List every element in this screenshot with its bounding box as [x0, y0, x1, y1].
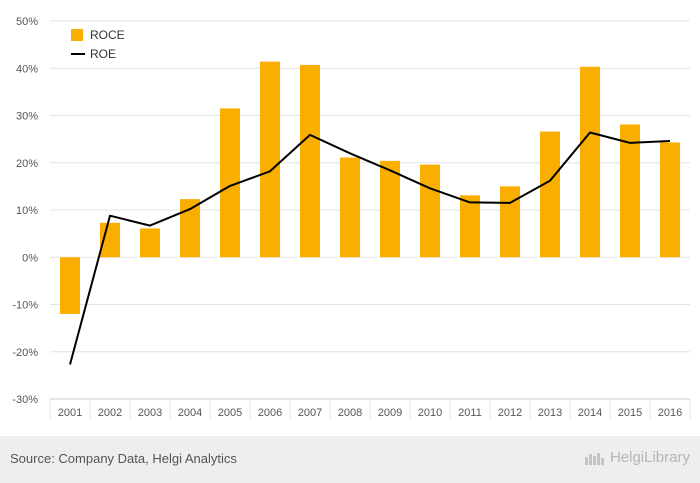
footer: Source: Company Data, Helgi Analytics He…: [0, 436, 700, 483]
x-tick-label: 2008: [338, 407, 362, 419]
bar-roce: [540, 131, 560, 258]
x-tick-label: 2004: [178, 407, 202, 419]
x-tick-label: 2006: [258, 407, 282, 419]
x-tick-label: 2016: [658, 407, 682, 419]
bar-roce: [220, 108, 240, 258]
brand-logo: HelgiLibrary: [584, 449, 690, 466]
x-tick-label: 2009: [378, 407, 402, 419]
y-tick-label: 50%: [16, 16, 38, 28]
x-axis: 2001 2002 2003 2004 2005 2006 2007 2008 2009 2010…: [49, 398, 691, 419]
bar-roce: [260, 61, 280, 258]
legend: ROCE ROE: [71, 28, 125, 61]
y-tick-label: 10%: [16, 205, 38, 217]
x-tick-label: 2001: [58, 407, 82, 419]
y-tick-label: 20%: [16, 158, 38, 170]
bar-roce: [60, 257, 80, 314]
x-tick-label: 2002: [98, 407, 122, 419]
roce-bars: [60, 61, 680, 314]
y-tick-label: 40%: [16, 63, 38, 75]
x-tick-label: 2011: [458, 407, 482, 419]
roe-line: [69, 131, 671, 365]
bar-roce: [340, 157, 360, 258]
bar-roce: [380, 160, 400, 258]
x-tick-label: 2015: [618, 407, 642, 419]
bar-roce: [180, 199, 200, 258]
legend-swatch-roce: [71, 29, 83, 41]
y-axis-ticks: 50% 40% 30% 20% 10% 0% -10% -20% -30%: [12, 16, 38, 406]
library-icon: [584, 452, 604, 465]
y-tick-label: -10%: [12, 300, 38, 312]
bar-roce: [580, 66, 600, 258]
x-tick-label: 2010: [418, 407, 442, 419]
brand-name: HelgiLibrary: [609, 449, 690, 466]
bar-roce: [660, 142, 680, 258]
legend-label-roe: ROE: [90, 47, 116, 61]
roe-line-group: [69, 131, 671, 365]
bar-roce: [620, 124, 640, 258]
bar-roce: [460, 195, 480, 258]
y-tick-label: 0%: [22, 252, 38, 264]
x-tick-label: 2003: [138, 407, 162, 419]
bar-roce: [140, 228, 160, 258]
y-tick-label: 30%: [16, 111, 38, 123]
bar-roce: [420, 164, 440, 258]
source-text: Source: Company Data, Helgi Analytics: [10, 451, 237, 466]
y-tick-label: -30%: [12, 394, 38, 406]
x-tick-label: 2014: [578, 407, 602, 419]
legend-label-roce: ROCE: [90, 28, 125, 42]
x-tick-label: 2007: [298, 407, 322, 419]
y-tick-label: -20%: [12, 347, 38, 359]
bar-roce: [300, 64, 320, 258]
x-tick-label: 2012: [498, 407, 522, 419]
x-tick-label: 2005: [218, 407, 242, 419]
x-tick-label: 2013: [538, 407, 562, 419]
bar-roce: [500, 186, 520, 258]
combo-chart: 50%40%30%20%10%0%-10%-20%-30% 2001 2002 20…: [12, 16, 691, 419]
